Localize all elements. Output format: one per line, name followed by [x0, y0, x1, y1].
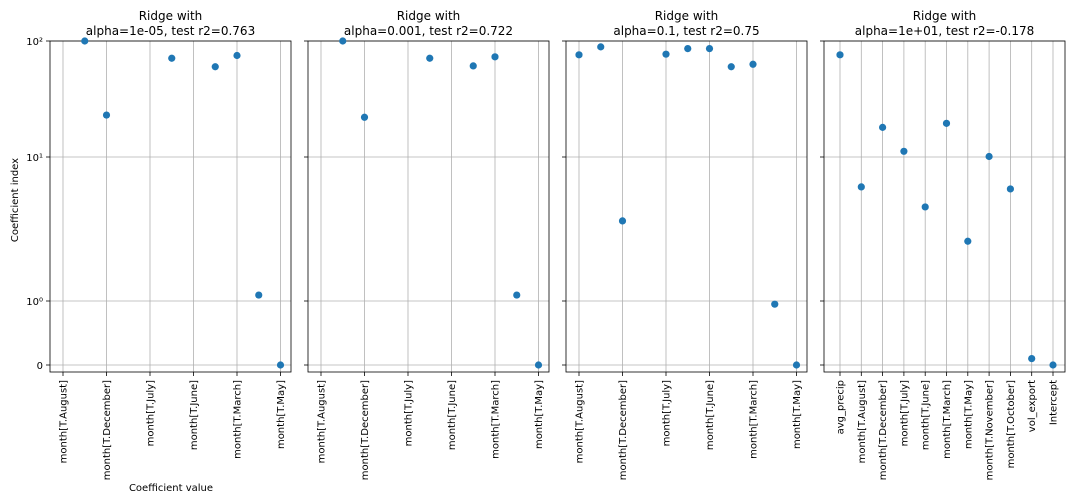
x-tick-label: month[T.May]: [276, 380, 287, 449]
data-point: [426, 54, 434, 62]
data-point: [771, 300, 779, 308]
x-tick-label: month[T.May]: [792, 380, 803, 449]
x-tick-label: month[T.August]: [857, 380, 868, 463]
y-tick-label: 10²: [26, 37, 43, 48]
data-point: [684, 44, 692, 53]
data-point: [339, 37, 347, 45]
subplot-title-line1: Ridge with: [913, 9, 977, 23]
data-point: [1006, 185, 1015, 193]
x-tick-label: month[T.March]: [233, 380, 244, 459]
x-tick-label: month[T.March]: [749, 380, 760, 459]
x-tick-label: Intercept: [1049, 380, 1060, 425]
data-point: [749, 60, 757, 68]
data-point: [727, 63, 735, 71]
data-point: [1028, 355, 1036, 363]
x-tick-label: month[T.December]: [878, 380, 889, 480]
data-point: [857, 183, 865, 191]
x-tick-label: avg_precip: [836, 380, 847, 434]
y-axis-label: Coefficient index: [10, 158, 21, 242]
data-point: [900, 147, 908, 155]
x-tick-label: month[T.December]: [102, 380, 113, 480]
x-axis-label: Coefficient value: [129, 483, 213, 494]
x-tick-label: month[T.June]: [705, 380, 716, 450]
axes-frame: [49, 40, 292, 373]
x-tick-label: month[T.December]: [618, 380, 629, 480]
data-point: [360, 113, 369, 121]
data-point: [705, 44, 714, 53]
x-tick-label: month[T.June]: [921, 380, 932, 450]
data-point: [964, 237, 972, 245]
data-point: [942, 119, 951, 127]
data-point: [211, 63, 219, 71]
x-tick-label: month[T.July]: [146, 380, 157, 446]
data-point: [81, 37, 89, 45]
data-point: [836, 51, 844, 59]
y-tick-label: 10⁰: [26, 297, 43, 308]
axes-frame: [565, 40, 808, 373]
data-point: [276, 361, 285, 369]
data-point: [102, 111, 111, 119]
data-point: [491, 53, 499, 61]
x-tick-label: month[T.December]: [360, 380, 371, 480]
x-tick-label: month[T.March]: [491, 380, 502, 459]
x-tick-label: month[T.August]: [59, 380, 70, 463]
data-point: [1049, 361, 1057, 369]
data-point: [469, 62, 477, 70]
x-tick-label: month[T.August]: [317, 380, 328, 463]
x-tick-label: month[T.May]: [534, 380, 545, 449]
x-tick-label: vol_export: [1027, 380, 1038, 432]
x-tick-label: month[T.June]: [447, 380, 458, 450]
data-point: [255, 291, 263, 299]
data-point: [921, 203, 929, 211]
subplot-title-line2: alpha=0.1, test r2=0.75: [613, 24, 759, 38]
subplot-title-line2: alpha=1e-05, test r2=0.763: [86, 24, 255, 38]
subplot-title-line1: Ridge with: [397, 9, 461, 23]
data-point: [168, 54, 176, 62]
y-tick-label: 10¹: [26, 153, 43, 164]
subplot-title-line2: alpha=0.001, test r2=0.722: [344, 24, 513, 38]
axes-frame: [307, 40, 550, 373]
data-point: [985, 152, 993, 161]
data-point: [575, 51, 583, 59]
x-tick-label: month[T.June]: [189, 380, 200, 450]
y-tick-label: 0: [37, 361, 43, 372]
data-point: [513, 291, 521, 299]
x-tick-label: month[T.November]: [985, 380, 996, 480]
subplot-title-line1: Ridge with: [139, 9, 203, 23]
axes-frame: [823, 40, 1066, 373]
x-tick-label: month[T.August]: [575, 380, 586, 463]
x-tick-label: month[T.July]: [404, 380, 415, 446]
subplot-title-line1: Ridge with: [655, 9, 719, 23]
data-point: [534, 361, 543, 369]
data-point: [597, 43, 605, 51]
data-point: [233, 51, 241, 60]
data-point: [879, 123, 887, 131]
data-point: [618, 217, 627, 225]
data-point: [662, 50, 670, 58]
subplot-title-line2: alpha=1e+01, test r2=-0.178: [855, 24, 1034, 38]
x-tick-label: month[T.July]: [899, 380, 910, 446]
x-tick-label: month[T.March]: [942, 380, 953, 459]
x-tick-label: month[T.July]: [662, 380, 673, 446]
x-tick-label: month[T.October]: [1006, 380, 1017, 468]
data-point: [792, 361, 801, 369]
x-tick-label: month[T.May]: [963, 380, 974, 449]
